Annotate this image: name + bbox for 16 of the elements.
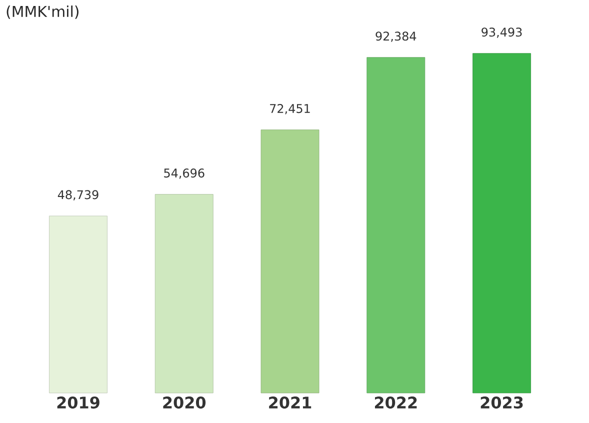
bar [366, 57, 426, 394]
data-label: 93,493 [482, 28, 522, 38]
bar [472, 53, 531, 394]
x-tick-label: 2021 [269, 396, 312, 409]
x-tick-label: 2023 [480, 396, 523, 409]
bar [154, 194, 214, 394]
bar [49, 216, 108, 394]
x-tick-label: 2022 [374, 396, 417, 409]
data-label: 48,739 [58, 190, 98, 200]
chart-title: (MMK'mil) [6, 6, 78, 19]
x-tick-label: 2020 [163, 396, 206, 409]
data-label: 72,451 [270, 104, 310, 114]
x-tick-label: 2019 [57, 396, 100, 409]
data-label: 54,696 [164, 168, 204, 179]
bar [260, 130, 320, 394]
data-label: 92,384 [376, 32, 416, 42]
